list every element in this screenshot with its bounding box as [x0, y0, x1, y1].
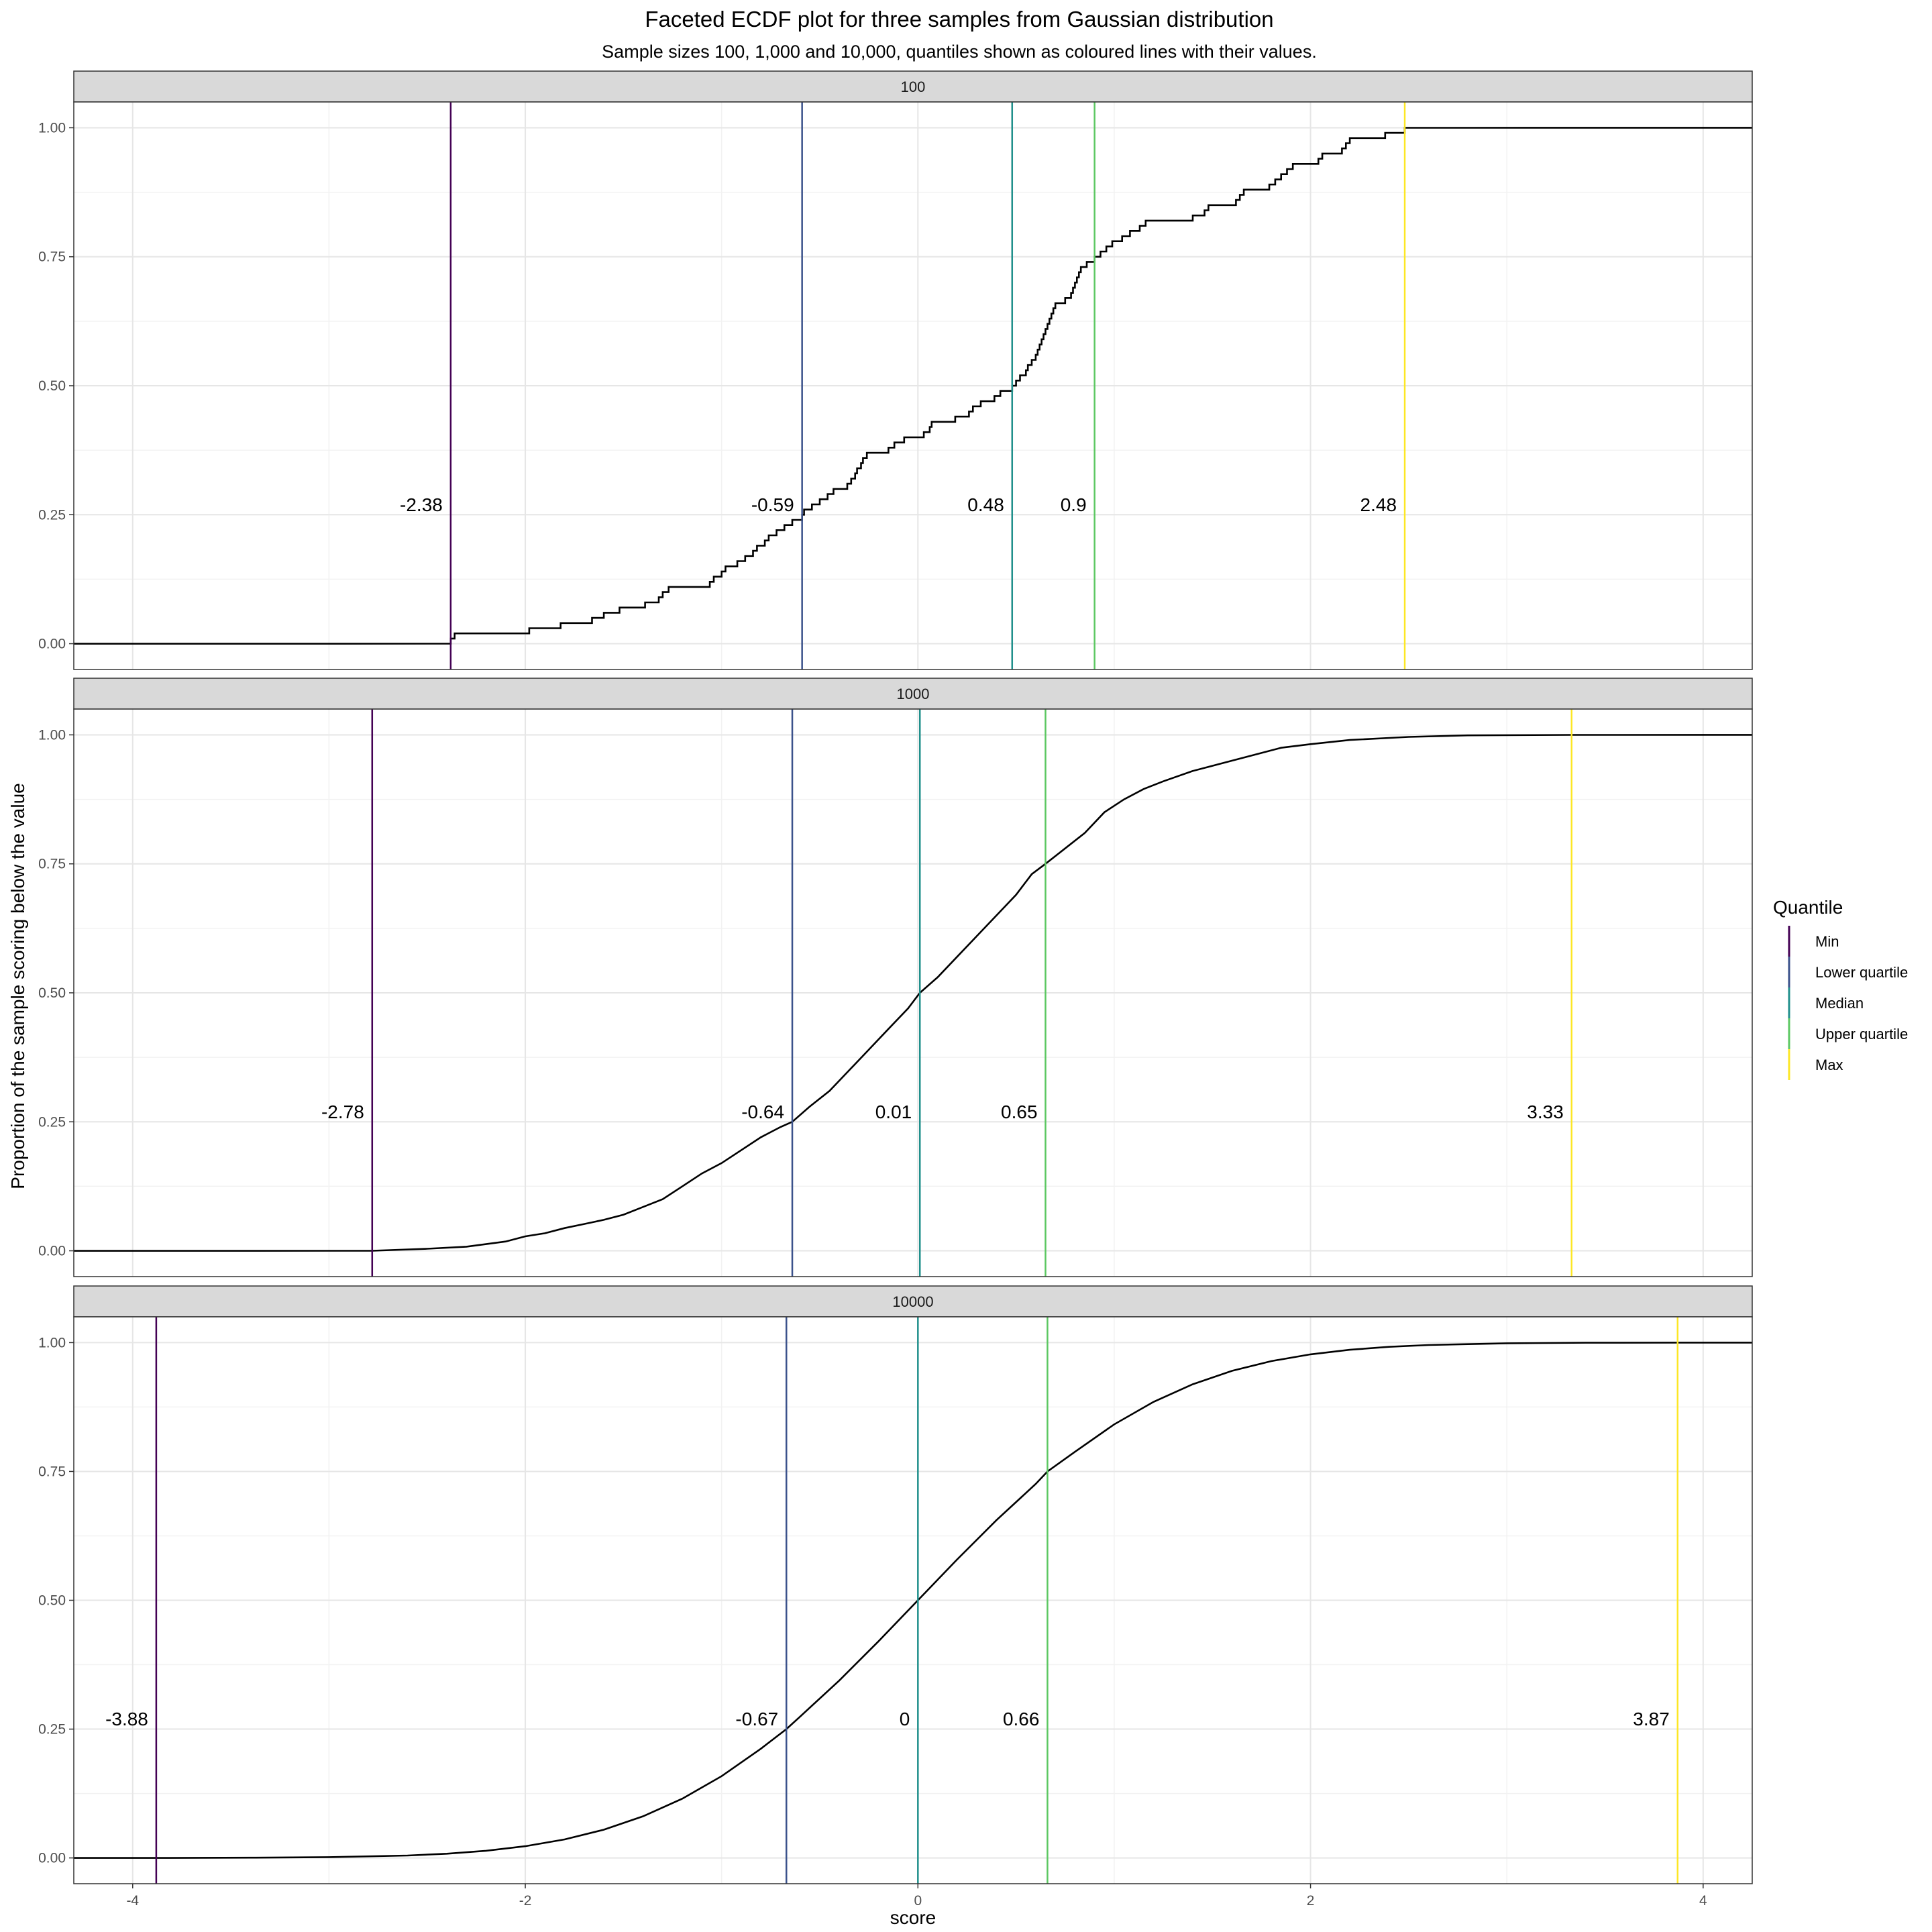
y-tick-label: 0.25 — [38, 1722, 66, 1737]
legend-item-upper-quartile: Upper quartile — [1788, 1018, 1908, 1049]
ecdf-line-100 — [73, 127, 1753, 645]
quantile-value-label: -0.64 — [741, 1102, 784, 1122]
legend-label: Max — [1815, 1057, 1843, 1073]
x-tick-label: -2 — [519, 1893, 532, 1909]
y-tick-label: 0.75 — [38, 1464, 66, 1479]
panel-border — [73, 708, 1753, 1277]
legend-item-min: Min — [1788, 926, 1839, 957]
legend-label: Min — [1815, 933, 1839, 950]
y-tick-label: 0.75 — [38, 250, 66, 265]
y-tick-label: 0.50 — [38, 378, 66, 394]
quantile-value-label: 3.33 — [1527, 1102, 1564, 1122]
panel-border — [73, 1316, 1753, 1884]
quantile-value-label: 0.48 — [967, 494, 1004, 515]
y-tick-label: 1.00 — [38, 1335, 66, 1350]
y-tick-label: 0.75 — [38, 857, 66, 872]
y-tick-label: 0.00 — [38, 1244, 66, 1259]
y-tick-label: 0.25 — [38, 507, 66, 523]
chart-title: Faceted ECDF plot for three samples from… — [645, 7, 1273, 32]
y-tick-label: 0.00 — [38, 637, 66, 652]
quantile-value-label: 0.01 — [875, 1102, 912, 1122]
x-axis: -4 -2 0 2 4 — [126, 1884, 1707, 1909]
quantile-value-label: -2.78 — [321, 1102, 364, 1122]
x-tick-label: 2 — [1307, 1893, 1315, 1909]
quantile-value-label: 0 — [900, 1709, 910, 1729]
quantile-value-label: 0.9 — [1061, 494, 1087, 515]
y-tick-label: 0.50 — [38, 1593, 66, 1609]
quantile-value-label: -0.67 — [735, 1709, 778, 1729]
chart-subtitle: Sample sizes 100, 1,000 and 10,000, quan… — [602, 42, 1317, 62]
facet-panel-1000: 1000 0.00 0.25 0.50 0.75 1.00 -2.78 -0.64 0.01 0.… — [38, 678, 1753, 1277]
quantile-value-label: -2.38 — [400, 494, 443, 515]
facet-strip-label: 1000 — [897, 686, 930, 702]
x-tick-label: 0 — [914, 1893, 922, 1909]
facet-strip — [73, 1285, 1753, 1318]
facet-strip — [73, 70, 1753, 103]
quantile-value-label: 0.66 — [1003, 1709, 1040, 1729]
legend-label: Median — [1815, 995, 1864, 1012]
y-axis-label: Proportion of the sample scoring below t… — [7, 783, 28, 1189]
y-tick-label: 1.00 — [38, 727, 66, 743]
panel-border — [73, 101, 1753, 670]
quantile-value-label: 0.65 — [1001, 1102, 1038, 1122]
legend: Min Lower quartile Median Upper quartile Max — [1788, 926, 1908, 1080]
y-tick-label: 0.00 — [38, 1851, 66, 1866]
facets-layer: 100 0.00 0.25 0.50 0.75 1.00 -2.38 -0.59 0.48 0.9… — [38, 70, 1753, 1884]
legend-item-median: Median — [1788, 987, 1864, 1018]
legend-label: Upper quartile — [1815, 1026, 1908, 1042]
facet-strip-label: 10000 — [892, 1293, 933, 1310]
y-tick-label: 0.50 — [38, 985, 66, 1001]
quantile-value-label: 3.87 — [1633, 1709, 1670, 1729]
y-tick-label: 0.25 — [38, 1114, 66, 1130]
facet-panel-10000: 10000 0.00 0.25 0.50 0.75 1.00 -3.88 -0.67 0 0.66… — [38, 1285, 1753, 1884]
legend-title: Quantile — [1773, 897, 1843, 918]
y-tick-label: 1.00 — [38, 120, 66, 136]
legend-label: Lower quartile — [1815, 964, 1908, 981]
x-tick-label: 4 — [1699, 1893, 1707, 1909]
quantile-value-label: -3.88 — [105, 1709, 148, 1729]
x-axis-label: score — [890, 1907, 936, 1928]
ecdf-line-1000 — [73, 734, 1753, 1252]
x-tick-label: -4 — [126, 1893, 139, 1909]
quantile-value-label: -0.59 — [751, 494, 794, 515]
facet-strip-label: 100 — [901, 78, 926, 95]
legend-item-max: Max — [1788, 1049, 1843, 1080]
legend-item-lower-quartile: Lower quartile — [1788, 957, 1908, 987]
quantile-value-label: 2.48 — [1360, 494, 1397, 515]
facet-panel-100: 100 0.00 0.25 0.50 0.75 1.00 -2.38 -0.59 0.48 0.9… — [38, 70, 1753, 670]
